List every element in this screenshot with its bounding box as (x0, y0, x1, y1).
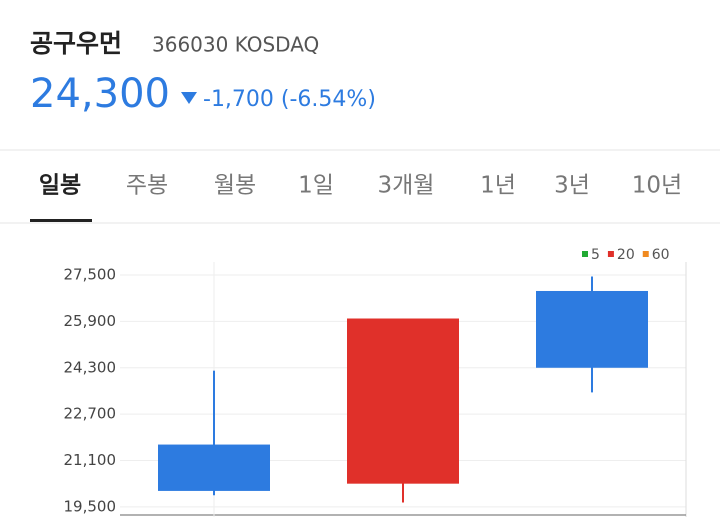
tab[interactable]: 3년 (554, 173, 590, 199)
tab[interactable]: 월봉 (214, 173, 256, 199)
chart: 19,500 21,100 22,700 24,300 25,900 27,500 5 20 6… (64, 247, 687, 517)
legend-label: 60 (652, 247, 670, 263)
price: 24,300 (30, 71, 170, 117)
tab[interactable]: 3개월 (378, 173, 435, 199)
legend-swatch (607, 251, 614, 257)
tab[interactable]: 주봉 (126, 173, 168, 199)
tabs: 일봉 주봉 월봉 1일 3개월 1년 3년 10년 (39, 173, 682, 199)
candle-body (536, 290, 648, 368)
tab[interactable]: 일봉 (39, 173, 81, 199)
change: -1,700 (-6.54%) (203, 87, 376, 112)
tab[interactable]: 10년 (632, 173, 682, 199)
stock-name: 공구우먼 (30, 29, 122, 58)
legend-label: 20 (617, 247, 635, 263)
y-tick-label: 25,900 (64, 312, 117, 330)
legend-label: 5 (591, 247, 600, 263)
tab[interactable]: 1일 (298, 173, 334, 199)
y-tick-label: 19,500 (64, 497, 117, 515)
candle-body (347, 318, 459, 484)
y-tick-label: 24,300 (64, 358, 117, 376)
down-arrow (181, 92, 197, 104)
legend-swatch (642, 251, 649, 257)
y-tick-label: 22,700 (64, 405, 117, 423)
y-tick-label: 21,100 (64, 451, 117, 469)
candle-body (158, 444, 270, 491)
tab-underline (30, 219, 92, 222)
stock-code: 366030 KOSDAQ (152, 33, 319, 57)
y-tick-label: 27,500 (64, 266, 117, 284)
tab[interactable]: 1년 (480, 173, 516, 199)
legend-swatch (582, 251, 588, 257)
